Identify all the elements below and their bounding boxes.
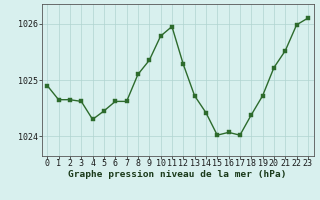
X-axis label: Graphe pression niveau de la mer (hPa): Graphe pression niveau de la mer (hPa) — [68, 170, 287, 179]
